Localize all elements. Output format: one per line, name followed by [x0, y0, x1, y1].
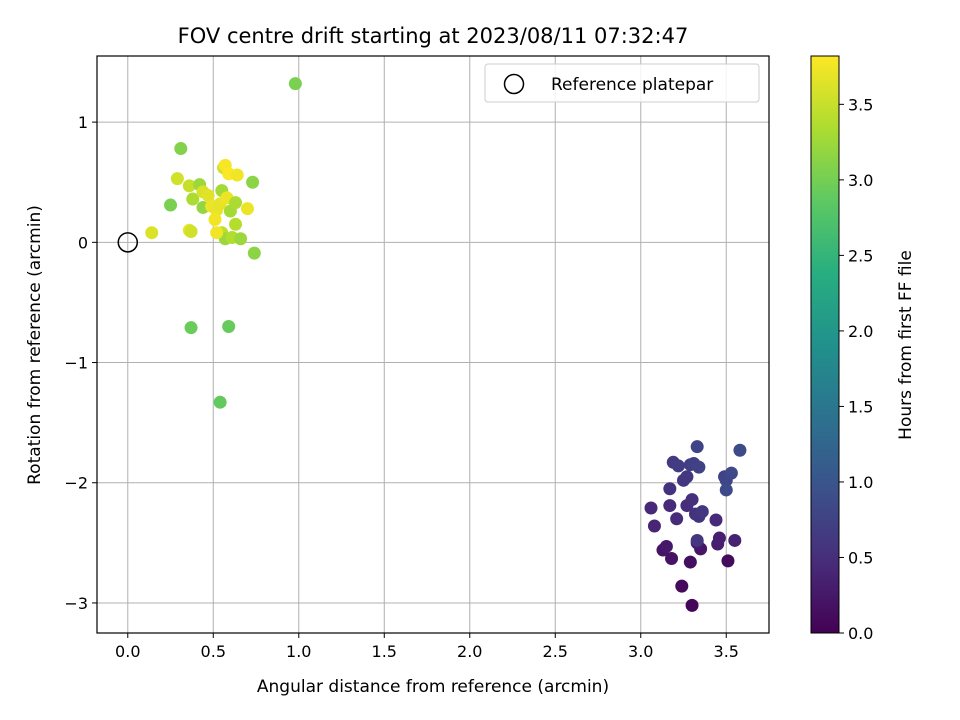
colorbar-tick-label: 3.0: [848, 171, 873, 190]
scatter-point: [690, 533, 704, 547]
scatter-point: [288, 77, 302, 91]
colorbar-tick-label: 1.0: [848, 473, 873, 492]
y-tick-label: −3: [64, 594, 88, 613]
scatter-point: [229, 196, 243, 210]
colorbar: 0.0 0.5 1.0 1.5 2.0 2.5 3.0 3.5 Hours from firs…: [810, 55, 916, 643]
scatter-point: [721, 554, 735, 568]
y-tick-label: −1: [64, 354, 88, 373]
scatter-point: [208, 212, 222, 226]
colorbar-label: Hours from first FF file: [896, 250, 916, 440]
colorbar-gradient: [810, 55, 840, 634]
scatter-point: [665, 551, 679, 565]
chart-title: FOV centre drift starting at 2023/08/11 …: [178, 24, 689, 48]
x-axis-label: Angular distance from reference (arcmin): [257, 677, 609, 697]
scatter-point: [240, 202, 254, 216]
colorbar-tick-label: 0.5: [848, 548, 873, 567]
legend: Reference platepar: [484, 63, 760, 103]
scatter-point: [247, 246, 261, 260]
scatter-point: [683, 555, 697, 569]
scatter-point: [663, 482, 677, 496]
reference-platepar-marker: [117, 232, 139, 253]
x-tick-label: 1.0: [286, 642, 311, 661]
x-tick-label: 2.5: [543, 642, 568, 661]
y-tick-label: 1: [78, 113, 88, 132]
reference-marker-layer: [117, 232, 139, 253]
scatter-point: [663, 499, 677, 513]
scatter-point: [719, 483, 733, 497]
scatter-point: [186, 192, 200, 206]
x-axis-ticks: 0.0 0.5 1.0 1.5 2.0 2.5 3.0 3.5: [115, 633, 739, 661]
scatter-point: [222, 319, 236, 333]
scatter-point: [234, 232, 248, 246]
colorbar-ticks: 0.0 0.5 1.0 1.5 2.0 2.5 3.0 3.5: [839, 95, 873, 643]
scatter-point: [210, 226, 224, 240]
scatter-points: [145, 77, 747, 612]
scatter-point: [213, 395, 227, 409]
scatter-point: [728, 533, 742, 547]
legend-entry-reference: Reference platepar: [551, 75, 713, 95]
scatter-point: [170, 172, 184, 186]
scatter-point: [246, 175, 260, 189]
scatter-point: [182, 179, 196, 193]
legend-box: [484, 63, 760, 103]
scatter-point: [184, 225, 198, 239]
x-tick-label: 2.0: [457, 642, 482, 661]
scatter-point: [692, 460, 706, 474]
scatter-point: [184, 321, 198, 335]
y-axis-label: Rotation from reference (arcmin): [25, 205, 45, 485]
scatter-point: [644, 501, 658, 515]
scatter-point: [709, 513, 723, 527]
scatter-point: [724, 466, 738, 480]
colorbar-tick-label: 3.5: [848, 95, 873, 114]
scatter-point: [685, 493, 699, 507]
scatter-point: [695, 505, 709, 519]
scatter-point: [671, 459, 685, 473]
colorbar-tick-label: 2.0: [848, 322, 873, 341]
grid-lines: [97, 56, 769, 633]
scatter-point: [690, 440, 704, 454]
plot-area-frame: [96, 55, 770, 634]
scatter-point: [145, 226, 159, 240]
scatter-point: [174, 142, 188, 156]
scatter-point: [164, 198, 178, 212]
scatter-point: [680, 470, 694, 484]
y-tick-label: −2: [64, 474, 88, 493]
scatter-point: [659, 539, 673, 553]
scatter-point: [712, 531, 726, 545]
x-tick-label: 3.0: [628, 642, 653, 661]
scatter-point: [201, 188, 215, 202]
scatter-point: [647, 519, 661, 533]
x-tick-label: 0.5: [201, 642, 226, 661]
scatter-point: [229, 217, 243, 231]
colorbar-tick-label: 1.5: [848, 397, 873, 416]
scatter-point: [685, 598, 699, 612]
x-tick-label: 3.5: [714, 642, 739, 661]
colorbar-tick-label: 0.0: [848, 624, 873, 643]
x-tick-label: 1.5: [372, 642, 397, 661]
x-tick-label: 0.0: [115, 642, 140, 661]
y-axis-ticks: 1 0 −1 −2 −3: [64, 113, 97, 613]
y-tick-label: 0: [78, 233, 88, 252]
scatter-point: [675, 579, 689, 593]
legend-hollow-circle-icon: [503, 73, 525, 95]
colorbar-tick-label: 2.5: [848, 246, 873, 265]
scatter-point: [670, 512, 684, 526]
scatter-point: [230, 168, 244, 182]
scatter-point: [733, 443, 747, 457]
